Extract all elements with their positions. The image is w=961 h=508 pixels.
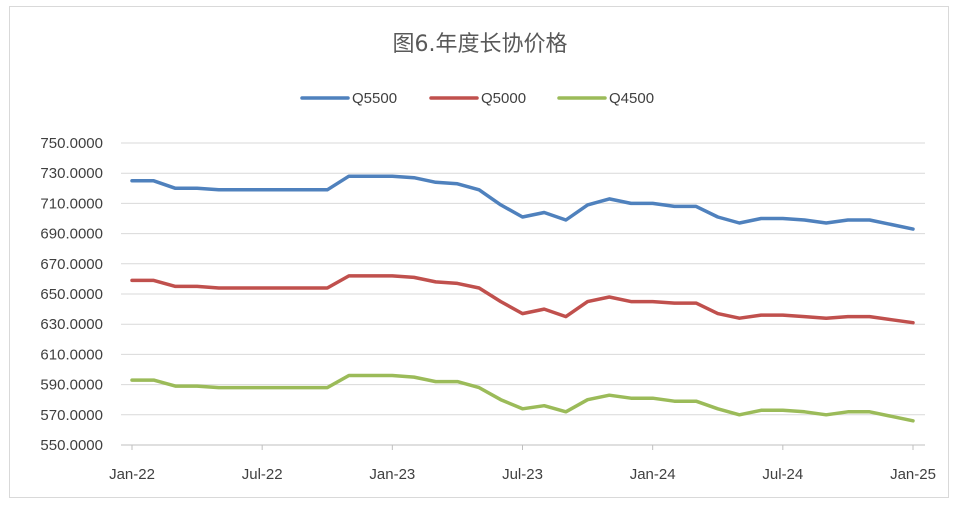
series-line-q4500 — [130, 373, 915, 423]
y-tick-label: 590.0000 — [40, 377, 103, 394]
x-tick-label: Jul-22 — [242, 466, 283, 483]
y-tick-label: 750.0000 — [40, 135, 103, 152]
legend-label: Q4500 — [609, 90, 654, 107]
x-tick-label: Jan-24 — [630, 466, 676, 483]
legend-label: Q5500 — [352, 90, 397, 107]
y-tick-label: 670.0000 — [40, 256, 103, 273]
y-axis-ticks: 550.0000 570.0000 590.0000 610.0000 630.0000… — [40, 135, 103, 454]
y-tick-label: 730.0000 — [40, 165, 103, 182]
legend: Q5500 Q5000 Q4500 — [300, 90, 654, 107]
y-tick-label: 650.0000 — [40, 286, 103, 303]
legend-label: Q5000 — [481, 90, 526, 107]
chart-title: 图6.年度长协价格 — [393, 32, 568, 57]
y-tick-label: 570.0000 — [40, 407, 103, 424]
x-tick-label: Jan-23 — [369, 466, 415, 483]
x-tick-label: Jul-23 — [502, 466, 543, 483]
chart-frame — [9, 6, 949, 498]
y-tick-label: 690.0000 — [40, 226, 103, 243]
x-axis: Jan-22 Jul-22 Jan-23 Jul-23 Jan-24 Jul-24 Jan-… — [109, 444, 936, 483]
x-tick-label: Jan-22 — [109, 466, 155, 483]
series-line-q5000 — [130, 274, 915, 325]
series-line-q5500 — [130, 174, 915, 231]
y-tick-label: 630.0000 — [40, 316, 103, 333]
y-tick-label: 550.0000 — [40, 437, 103, 454]
x-tick-label: Jan-25 — [890, 466, 936, 483]
y-tick-label: 610.0000 — [40, 346, 103, 363]
series-lines — [130, 174, 915, 423]
y-tick-label: 710.0000 — [40, 195, 103, 212]
grid-lines — [121, 142, 925, 416]
x-tick-label: Jul-24 — [762, 466, 803, 483]
